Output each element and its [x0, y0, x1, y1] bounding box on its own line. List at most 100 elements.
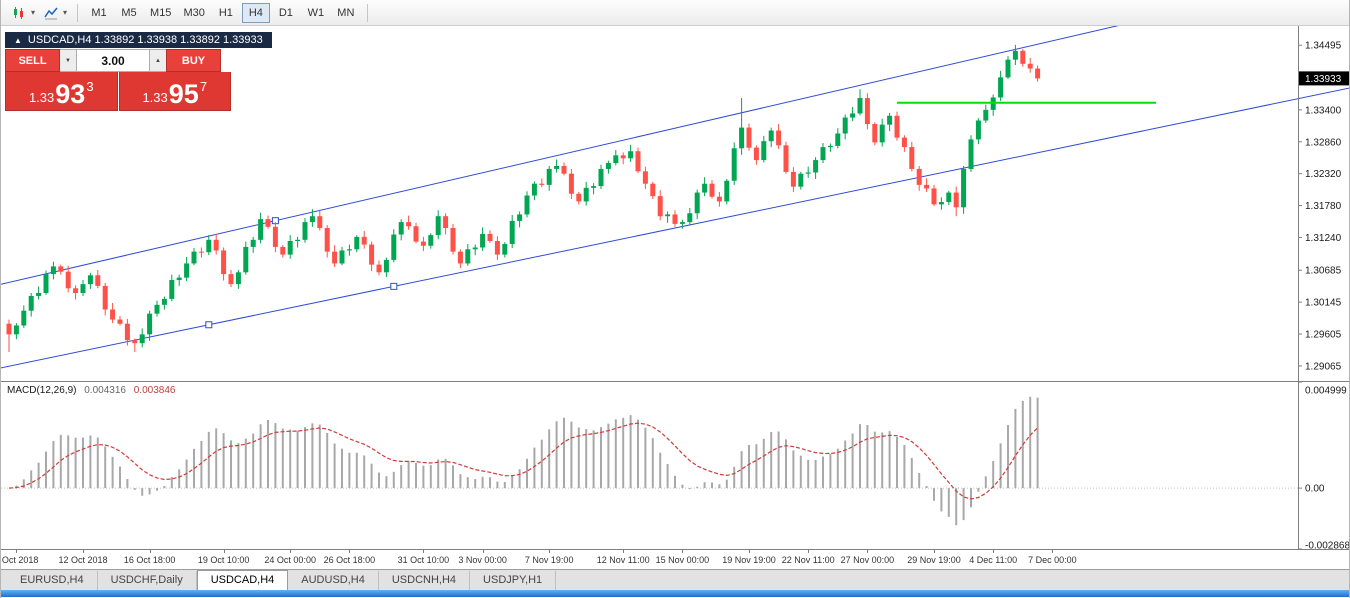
macd-axis-label: 0.00	[1305, 484, 1325, 495]
chart-tab-usdchf[interactable]: USDCHF,Daily	[98, 571, 197, 590]
ask-prefix: 1.33	[142, 90, 168, 105]
chart-title-text: USDCAD,H4 1.33892 1.33938 1.33892 1.3393…	[27, 34, 263, 46]
macd-signal-value: 0.003846	[133, 385, 176, 396]
macd-histogram	[15, 396, 1039, 526]
indicators-icon	[44, 7, 58, 19]
time-axis-label: 3 Nov 00:00	[458, 555, 507, 565]
time-axis-label: 31 Oct 10:00	[397, 555, 450, 565]
chart-region: 1.34495 1.33400 1.32860 1.32320 1.31780 1.312…	[1, 26, 1349, 569]
chart-tab-eurusd[interactable]: EURUSD,H4	[7, 571, 98, 590]
time-axis-label: 24 Oct 00:00	[264, 555, 316, 565]
macd-pane: 0.004999 0.00 -0.002868 MACD(12,26,9) 0.00…	[1, 381, 1349, 549]
time-axis-tick	[149, 550, 151, 553]
time-axis-label: 26 Oct 18:00	[323, 555, 376, 565]
time-axis-label: 19 Oct 10:00	[197, 555, 250, 565]
time-axis-tick	[749, 550, 750, 553]
current-price-badge-text: 1.33933	[1305, 74, 1342, 85]
toolbar: ▾ ▾ M1 M5 M15 M30 H1 H4 D1 W1 MN	[1, 0, 1349, 26]
price-axis-label: 1.32320	[1305, 169, 1342, 180]
window-bottom-strip	[1, 590, 1349, 597]
ask-big-digits: 95	[168, 79, 199, 109]
chart-tab-bar: EURUSD,H4 USDCHF,Daily USDCAD,H4 AUDUSD,H4 U…	[1, 569, 1349, 590]
buy-button[interactable]: BUY	[166, 49, 221, 72]
time-axis-label: 16 Oct 18:00	[123, 555, 176, 565]
volume-stepper-up[interactable]: ▲	[150, 49, 166, 72]
toolbar-separator	[366, 3, 368, 22]
time-axis-tick	[934, 550, 935, 553]
bid-big-digits: 93	[55, 79, 86, 109]
time-axis-tick	[290, 550, 292, 553]
chart-tab-usdcad[interactable]: USDCAD,H4	[196, 570, 289, 590]
sell-button[interactable]: SELL	[5, 49, 60, 72]
price-axis-label: 1.30685	[1305, 266, 1342, 277]
chevron-down-icon[interactable]: ▾	[63, 8, 68, 17]
time-axis-label: 27 Nov 00:00	[840, 555, 895, 565]
ask-price-display[interactable]: 1.33 95 7	[118, 72, 231, 111]
price-axis-label: 1.34495	[1305, 41, 1342, 52]
time-axis-tick	[223, 550, 225, 553]
trendline-lower[interactable]	[1, 81, 1350, 370]
price-axis-label: 1.30145	[1305, 298, 1342, 309]
time-axis-tick	[867, 550, 869, 553]
timeframe-button-mn[interactable]: MN	[332, 3, 360, 23]
time-axis-label: 7 Nov 19:00	[524, 555, 574, 565]
time-axis-label: 15 Nov 00:00	[655, 555, 710, 565]
main-chart[interactable]: 1.34495 1.33400 1.32860 1.32320 1.31780 1.312…	[1, 26, 1350, 381]
timeframe-button-m1[interactable]: M1	[85, 3, 113, 23]
time-axis-label: 29 Nov 19:00	[907, 555, 961, 565]
timeframe-toolbar: M1 M5 M15 M30 H1 H4 D1 W1 MN	[84, 2, 361, 23]
volume-input[interactable]	[76, 49, 150, 72]
price-axis-label: 1.33400	[1305, 105, 1342, 116]
timeframe-button-m30[interactable]: M30	[178, 3, 209, 23]
time-axis-label: 9 Oct 2018	[1, 555, 39, 565]
ask-pip-fraction: 7	[199, 79, 208, 94]
price-axis-label: 1.31240	[1305, 233, 1342, 244]
indicators-button[interactable]	[39, 3, 63, 23]
bid-pip-fraction: 3	[86, 79, 94, 94]
trade-panel-prices: 1.33 93 3 1.33 95 7	[5, 72, 231, 111]
current-price-badge	[1299, 71, 1349, 86]
bid-price-display[interactable]: 1.33 93 3	[5, 72, 118, 111]
time-axis-tick	[549, 550, 551, 553]
trendline-upper[interactable]	[1, 26, 1350, 286]
timeframe-button-m15[interactable]: M15	[145, 3, 176, 23]
timeframe-button-h4[interactable]: H4	[241, 2, 270, 23]
macd-axis-label: 0.004999	[1305, 386, 1347, 397]
chart-tab-usdjpy[interactable]: USDJPY,H1	[470, 571, 557, 590]
trendline-handle[interactable]	[205, 321, 213, 329]
chart-tab-audusd[interactable]: AUDUSD,H4	[288, 571, 379, 590]
chevron-down-icon: ▼	[65, 57, 71, 64]
trendline-handle[interactable]	[390, 282, 398, 290]
candles-layer	[6, 44, 1041, 353]
time-axis[interactable]: 9 Oct 2018 12 Oct 2018 16 Oct 18:00 19 Oct …	[1, 549, 1349, 569]
price-axis-label: 1.31780	[1305, 201, 1342, 212]
time-axis-label: 22 Nov 11:00	[781, 555, 835, 565]
time-axis-tick	[16, 550, 18, 553]
trade-panel-controls: SELL ▼ ▲ BUY	[5, 49, 231, 72]
time-axis-label: 19 Nov 19:00	[722, 555, 776, 565]
timeframe-button-m5[interactable]: M5	[115, 3, 143, 23]
timeframe-button-w1[interactable]: W1	[302, 3, 330, 23]
macd-name: MACD(12,26,9)	[7, 385, 77, 396]
timeframe-button-d1[interactable]: D1	[272, 3, 300, 23]
macd-axis-label: -0.002868	[1305, 541, 1350, 550]
chevron-down-icon[interactable]: ▾	[31, 8, 36, 17]
time-axis-label: 4 Dec 11:00	[969, 555, 1018, 565]
macd-indicator-canvas[interactable]: 0.004999 0.00 -0.002868	[1, 382, 1350, 549]
bid-prefix: 1.33	[28, 90, 55, 105]
time-axis-tick	[423, 550, 425, 553]
macd-signal-line	[8, 422, 1039, 500]
timeframe-button-h1[interactable]: H1	[212, 3, 240, 23]
symbol-title-bar: ▲ USDCAD,H4 1.33892 1.33938 1.33892 1.33…	[5, 32, 272, 48]
chevron-up-icon: ▲	[155, 57, 161, 64]
price-axis-label: 1.29605	[1305, 330, 1342, 341]
collapse-triangle-icon[interactable]: ▲	[14, 35, 22, 45]
time-axis-tick	[993, 550, 995, 553]
time-axis-tick	[808, 550, 810, 553]
volume-stepper-down[interactable]: ▼	[60, 49, 76, 72]
time-axis-tick	[349, 550, 351, 553]
time-axis-tick	[623, 550, 625, 553]
chart-type-button[interactable]	[7, 3, 31, 23]
chart-tab-usdcnh[interactable]: USDCNH,H4	[379, 571, 471, 590]
